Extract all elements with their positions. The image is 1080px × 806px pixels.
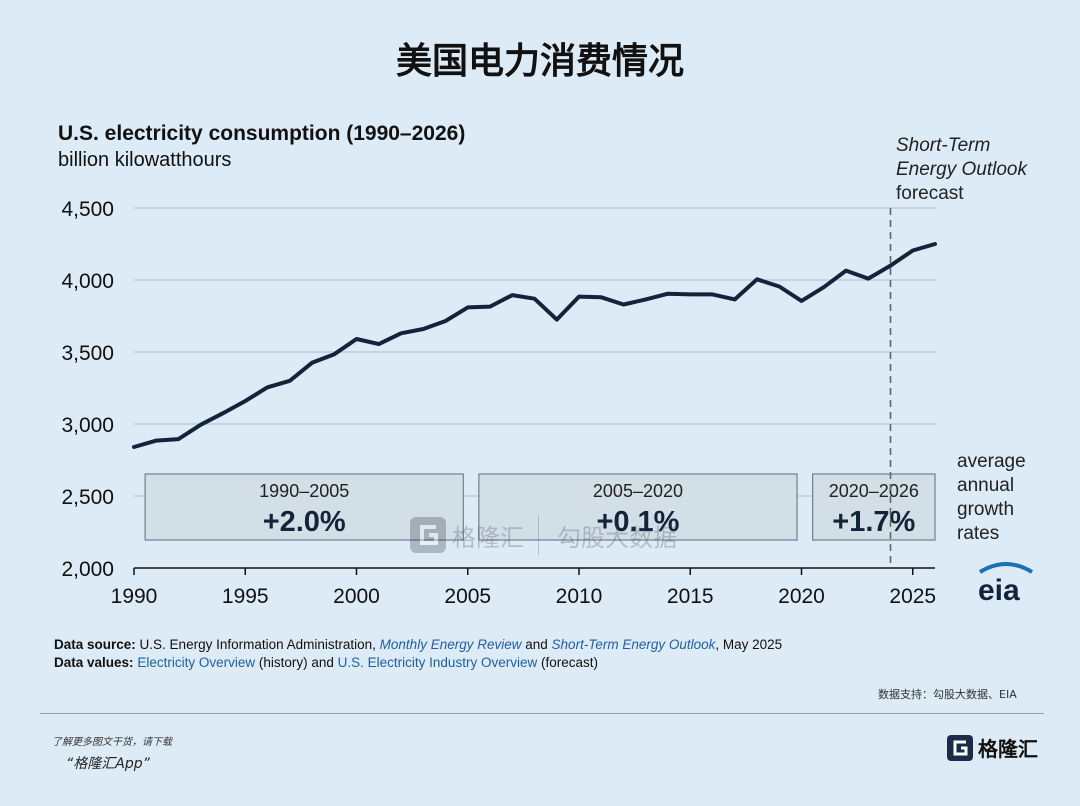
data-values-history: (history) and bbox=[258, 655, 334, 670]
growth-box-3 bbox=[812, 473, 936, 541]
monthly-energy-review-link[interactable]: Monthly Energy Review bbox=[379, 637, 522, 652]
watermark-partner: 勾股大数据 bbox=[557, 523, 677, 552]
growth-label-line-2: annual bbox=[957, 475, 1015, 496]
y-tick-label: 4,000 bbox=[61, 270, 114, 293]
growth-box-rate: +0.1% bbox=[596, 506, 679, 538]
growth-box-1 bbox=[144, 473, 464, 541]
data-values-forecast: (forecast) bbox=[540, 655, 598, 670]
x-tick-label: 2000 bbox=[333, 585, 380, 608]
forecast-note-line-1: Short-Term bbox=[896, 135, 991, 156]
x-tick-label: 2015 bbox=[667, 585, 714, 608]
growth-label-line-4: rates bbox=[957, 523, 1000, 544]
steo-link[interactable]: Short-Term Energy Outlook bbox=[551, 637, 716, 652]
growth-box-rate: +2.0% bbox=[263, 506, 346, 538]
data-values-label: Data values: bbox=[54, 655, 134, 670]
y-tick-label: 2,000 bbox=[61, 558, 114, 581]
page-title: 美国电力消费情况 bbox=[395, 41, 684, 82]
growth-box-period: 1990–2005 bbox=[259, 481, 349, 501]
brand-logo: 格隆汇 bbox=[946, 733, 1038, 762]
gelonghui-g-icon bbox=[947, 734, 973, 761]
eia-logo-text: eia bbox=[978, 574, 1020, 606]
forecast-note-line-2: Energy Outlook bbox=[896, 159, 1027, 180]
electricity-overview-link[interactable]: Electricity Overview bbox=[137, 655, 256, 670]
line-chart: 2,000 2,500 3,000 3,500 4,000 4,500 1990 1995 20… bbox=[61, 198, 937, 608]
chart-title: U.S. electricity consumption (1990–2026) bbox=[58, 122, 466, 145]
growth-box-2 bbox=[478, 473, 798, 541]
growth-rate-label: average annual growth rates bbox=[957, 450, 1026, 546]
industry-overview-link[interactable]: U.S. Electricity Industry Overview bbox=[337, 655, 538, 670]
x-tick-label: 2010 bbox=[556, 585, 603, 608]
eia-logo: eia bbox=[978, 562, 1034, 606]
data-source-org: U.S. Energy Information Administration, bbox=[139, 637, 376, 652]
growth-label-line-3: growth bbox=[957, 499, 1015, 520]
forecast-note-line-3: forecast bbox=[896, 183, 964, 204]
y-tick-label: 4,500 bbox=[61, 198, 114, 221]
watermark-logo-icon bbox=[410, 517, 446, 553]
data-support-note: 数据支持：勾股大数据、EIA bbox=[878, 688, 1017, 701]
chart-subtitle: billion kilowatthours bbox=[58, 149, 232, 171]
promo-app-name: “格隆汇App” bbox=[66, 756, 150, 772]
x-tick-label: 1995 bbox=[222, 585, 269, 608]
x-tick-label: 2025 bbox=[889, 585, 936, 608]
growth-box-rate: +1.7% bbox=[832, 506, 915, 538]
brand-name: 格隆汇 bbox=[978, 737, 1038, 761]
y-tick-label: 3,000 bbox=[61, 414, 114, 437]
data-values-line: Data values: Electricity Overview (histo… bbox=[54, 655, 598, 670]
growth-label-line-1: average bbox=[957, 451, 1026, 472]
data-source-label: Data source: bbox=[54, 637, 136, 652]
x-tick-label: 2020 bbox=[778, 585, 825, 608]
data-source-date: , May 2025 bbox=[715, 637, 783, 652]
growth-box-period: 2005–2020 bbox=[593, 481, 683, 501]
data-source-line: Data source: U.S. Energy Information Adm… bbox=[54, 637, 782, 652]
y-tick-label: 3,500 bbox=[61, 342, 114, 365]
x-tick-label: 2005 bbox=[444, 585, 491, 608]
watermark: 格隆汇 勾股大数据 bbox=[408, 515, 677, 555]
x-tick-label: 1990 bbox=[111, 585, 158, 608]
growth-box-period: 2020–2026 bbox=[829, 481, 919, 501]
watermark-separator bbox=[538, 515, 539, 555]
promo-text: 了解更多图文干货，请下载 bbox=[52, 737, 172, 748]
y-tick-label: 2,500 bbox=[61, 486, 114, 509]
divider bbox=[40, 713, 1044, 714]
watermark-brand: 格隆汇 bbox=[452, 523, 524, 552]
forecast-note: Short-Term Energy Outlook forecast bbox=[896, 134, 1027, 206]
series-line-consumption bbox=[132, 242, 937, 449]
data-source-and: and bbox=[525, 637, 548, 652]
